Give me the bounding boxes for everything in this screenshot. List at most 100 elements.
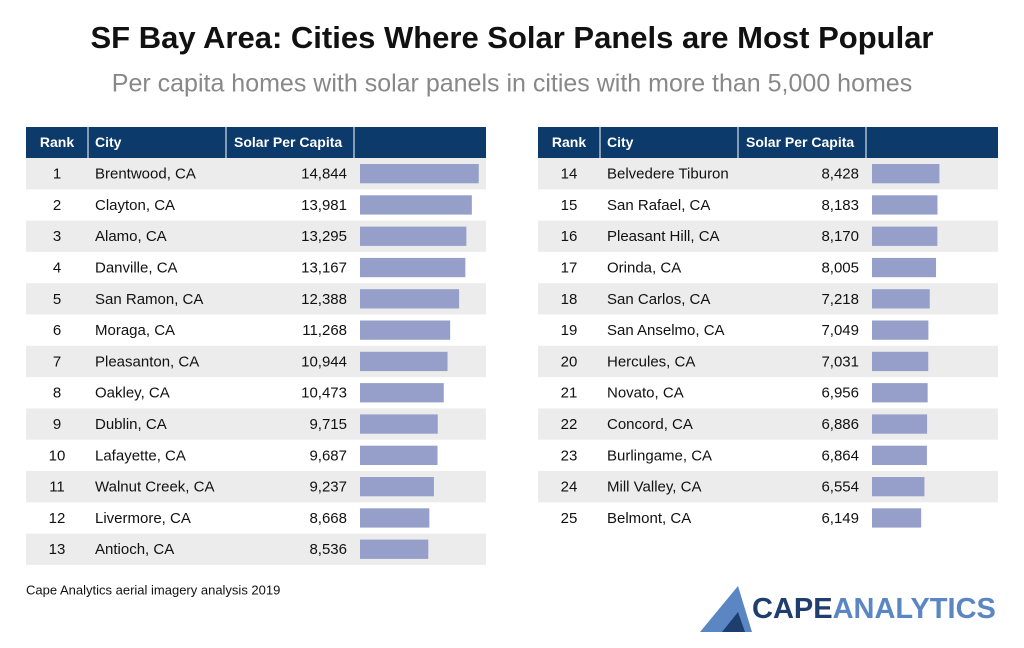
city: Danville, CA — [95, 260, 178, 277]
value-label: 9,237 — [309, 479, 347, 496]
rank: 10 — [49, 447, 66, 464]
city: Walnut Creek, CA — [95, 479, 214, 496]
city: Burlingame, CA — [607, 447, 712, 464]
bar — [360, 226, 467, 246]
city: Novato, CA — [607, 385, 684, 402]
rank: 8 — [53, 385, 61, 402]
value-label: 13,295 — [301, 228, 347, 245]
city: Belvedere Tiburon — [607, 166, 729, 183]
bar — [872, 508, 922, 528]
bar — [872, 477, 925, 497]
value-label: 6,554 — [821, 479, 859, 496]
bar — [872, 226, 938, 246]
bar — [360, 508, 430, 528]
rank: 17 — [561, 260, 578, 277]
city: Clayton, CA — [95, 197, 175, 214]
rank: 20 — [561, 353, 578, 370]
city: Orinda, CA — [607, 260, 681, 277]
value-label: 8,428 — [821, 166, 859, 183]
city: Mill Valley, CA — [607, 479, 701, 496]
rank: 14 — [561, 166, 578, 183]
value-label: 10,944 — [301, 353, 347, 370]
value-label: 7,031 — [821, 353, 859, 370]
rank: 1 — [53, 166, 61, 183]
rank: 6 — [53, 322, 61, 339]
bar — [872, 445, 927, 465]
header-label: City — [95, 134, 122, 150]
city: Brentwood, CA — [95, 166, 196, 183]
city: Antioch, CA — [95, 541, 174, 558]
rank: 5 — [53, 291, 61, 308]
logo-mark — [700, 586, 752, 632]
value-label: 8,536 — [309, 541, 347, 558]
rank: 3 — [53, 228, 61, 245]
rank: 23 — [561, 447, 578, 464]
value-label: 6,956 — [821, 385, 859, 402]
city: Moraga, CA — [95, 322, 175, 339]
value-label: 8,183 — [821, 197, 859, 214]
value-label: 8,668 — [309, 510, 347, 527]
bar — [872, 164, 940, 184]
bar — [360, 539, 429, 559]
bar — [360, 445, 438, 465]
value-label: 7,218 — [821, 291, 859, 308]
value-label: 7,049 — [821, 322, 859, 339]
value-label: 9,687 — [309, 447, 347, 464]
bar — [360, 320, 451, 340]
bar — [360, 414, 438, 434]
bar — [360, 164, 479, 184]
city: San Anselmo, CA — [607, 322, 725, 339]
bar — [360, 477, 434, 497]
bar — [360, 289, 460, 309]
value-label: 11,268 — [302, 322, 347, 339]
rank: 18 — [561, 291, 578, 308]
rank: 4 — [53, 260, 61, 277]
header-label: Rank — [40, 134, 74, 150]
bar — [872, 289, 930, 309]
bar — [360, 257, 466, 278]
city: Belmont, CA — [607, 510, 691, 527]
logo: CAPEANALYTICS — [700, 586, 996, 632]
chart-title: SF Bay Area: Cities Where Solar Panels a… — [90, 20, 933, 55]
city: Hercules, CA — [607, 353, 695, 370]
city: Livermore, CA — [95, 510, 191, 527]
bar — [872, 383, 928, 403]
bar — [872, 320, 929, 340]
rank: 22 — [561, 416, 578, 433]
source-note: Cape Analytics aerial imagery analysis 2… — [26, 582, 280, 597]
table-header — [26, 127, 486, 158]
value-label: 10,473 — [301, 385, 347, 402]
logo-mark — [722, 612, 745, 632]
rank: 15 — [561, 197, 578, 214]
rank: 24 — [561, 479, 578, 496]
bar — [360, 351, 448, 372]
value-label: 14,844 — [301, 166, 347, 183]
value-label: 6,149 — [821, 510, 859, 527]
value-label: 13,981 — [301, 197, 347, 214]
bar — [872, 257, 937, 278]
table-header — [538, 127, 998, 158]
city: San Carlos, CA — [607, 291, 710, 308]
value-label: 8,170 — [821, 228, 859, 245]
header-label: Solar Per Capita — [234, 134, 342, 150]
rank: 12 — [49, 510, 66, 527]
city: San Rafael, CA — [607, 197, 710, 214]
logo-text-2: ANALYTICS — [833, 593, 996, 625]
header-label: Rank — [552, 134, 586, 150]
rank: 16 — [561, 228, 578, 245]
city: San Ramon, CA — [95, 291, 203, 308]
value-label: 6,886 — [821, 416, 859, 433]
value-label: 8,005 — [821, 260, 859, 277]
value-label: 13,167 — [301, 260, 347, 277]
bar — [360, 195, 472, 215]
header-label: City — [607, 134, 634, 150]
bar — [872, 351, 929, 372]
rank: 2 — [53, 197, 61, 214]
rank: 11 — [49, 479, 65, 496]
rank: 21 — [561, 385, 578, 402]
city: Alamo, CA — [95, 228, 167, 245]
city: Concord, CA — [607, 416, 693, 433]
chart-subtitle: Per capita homes with solar panels in ci… — [112, 70, 912, 98]
